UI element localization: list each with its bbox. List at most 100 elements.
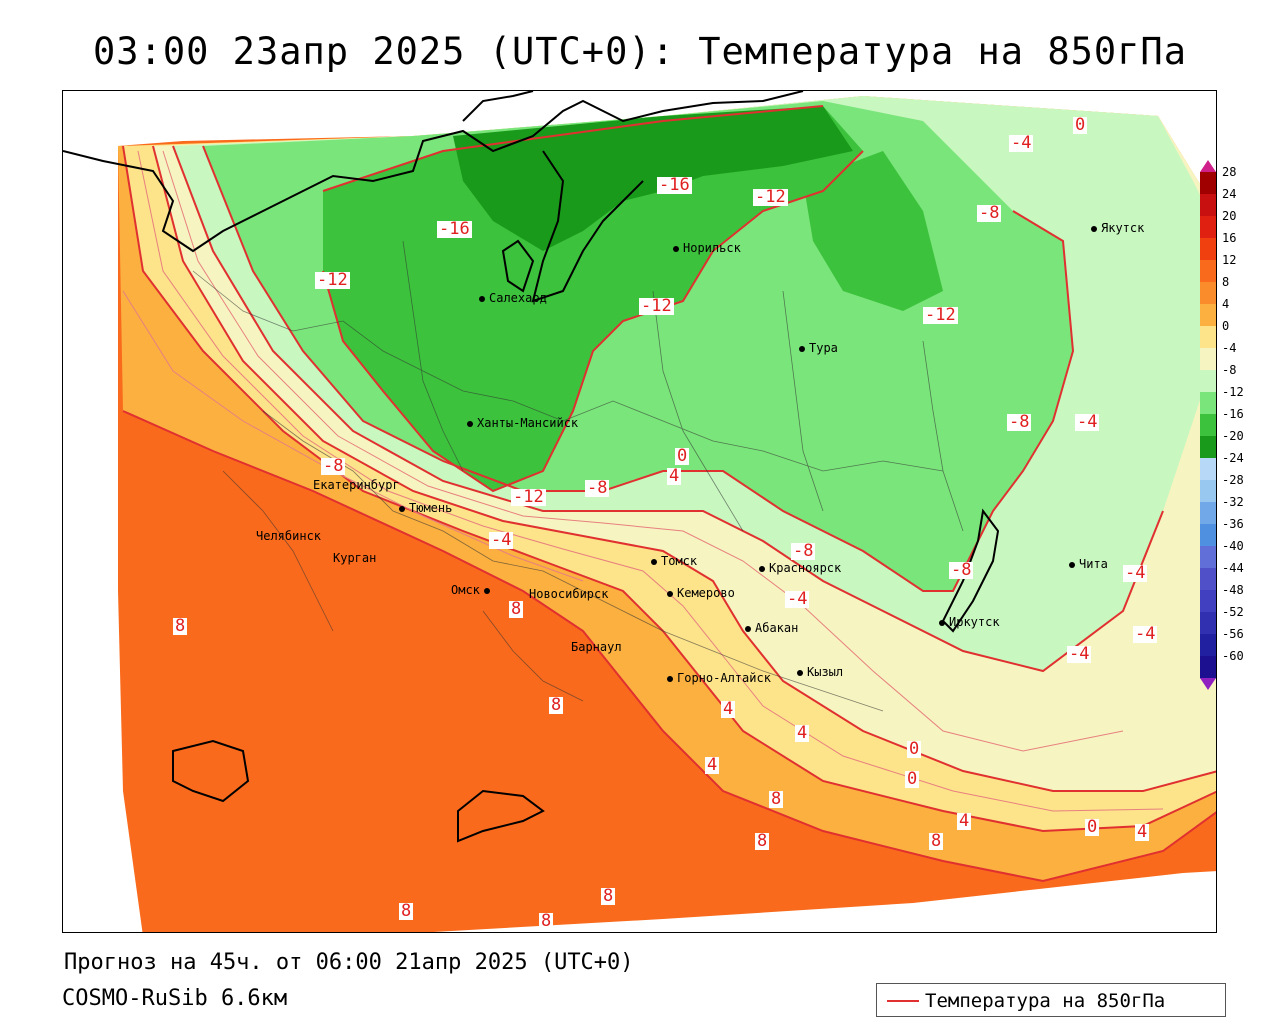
scale-swatch: [1200, 480, 1216, 503]
isoline-label: 4: [721, 699, 736, 719]
scale-swatch: [1200, 546, 1216, 569]
scale-swatch: [1200, 656, 1216, 679]
legend-line-swatch: [887, 1000, 919, 1002]
scale-swatch: [1200, 238, 1216, 261]
scale-tick-label: -44: [1222, 561, 1244, 575]
scale-tick-label: 12: [1222, 253, 1237, 267]
scale-swatch: [1200, 304, 1216, 327]
isoline-label: 4: [795, 723, 810, 743]
isoline-label: -8: [585, 478, 610, 498]
city-label: Якутск: [1091, 221, 1144, 235]
scale-tick-label: 24: [1222, 187, 1237, 201]
isoline-label: 8: [173, 616, 188, 636]
city-label: Тура: [799, 341, 838, 355]
scale-swatch: [1200, 634, 1216, 657]
cool-zone-m12: [323, 106, 863, 491]
isoline-label: -12: [511, 487, 546, 507]
isoline-label: -8: [321, 456, 346, 476]
isoline-label: 8: [929, 831, 944, 851]
isoline-label: -4: [1067, 644, 1092, 664]
scale-tick-label: -36: [1222, 517, 1244, 531]
coastline: [63, 91, 1000, 843]
city-label: Иркутск: [939, 615, 1000, 629]
isoline-label: 8: [769, 789, 784, 809]
scale-swatch: [1200, 392, 1216, 415]
isoline-label: -4: [1009, 133, 1034, 153]
isoline-label: -8: [977, 203, 1002, 223]
scale-tick-label: -8: [1222, 363, 1237, 377]
scale-swatch: [1200, 414, 1216, 437]
city-label: Горно-Алтайск: [667, 671, 771, 685]
scale-swatch: [1200, 524, 1216, 547]
isoline-label: -4: [1123, 563, 1148, 583]
scale-swatch: [1200, 216, 1216, 239]
isoline-label: 8: [549, 695, 564, 715]
scale-tick-label: 28: [1222, 165, 1237, 179]
city-label: Кемерово: [667, 586, 735, 600]
isolines: [122, 105, 1216, 883]
color-scale-bar: [1200, 160, 1216, 690]
scale-tick-label: -56: [1222, 627, 1244, 641]
scale-swatch: [1200, 370, 1216, 393]
scale-tick-label: 20: [1222, 209, 1237, 223]
scale-tick-label: 16: [1222, 231, 1237, 245]
city-label: Салехард: [479, 291, 547, 305]
scale-swatch: [1200, 590, 1216, 613]
scale-top-arrow: [1200, 160, 1216, 172]
scale-tick-label: -16: [1222, 407, 1244, 421]
scale-swatch: [1200, 282, 1216, 305]
scale-tick-label: -32: [1222, 495, 1244, 509]
city-label: Челябинск: [256, 529, 322, 543]
scale-swatch: [1200, 326, 1216, 349]
isoline-label: 0: [905, 769, 920, 789]
isoline-label: 4: [1135, 822, 1150, 842]
isoline-label: -8: [949, 560, 974, 580]
city-label: Чита: [1069, 557, 1108, 571]
city-label: Абакан: [745, 621, 798, 635]
city-label: Екатеринбург: [313, 478, 400, 492]
isoline-label: -16: [437, 219, 472, 239]
city-label: Красноярск: [759, 561, 841, 575]
isoline-label: 4: [705, 755, 720, 775]
city-label: Барнаул: [571, 640, 622, 654]
isoline-label: 8: [399, 901, 414, 921]
scale-tick-label: 4: [1222, 297, 1230, 311]
admin-borders: [192, 240, 964, 712]
scale-swatch: [1200, 348, 1216, 371]
city-label: Кызыл: [797, 665, 843, 679]
isoline-label: -16: [657, 175, 692, 195]
city-label: Норильск: [673, 241, 741, 255]
scale-tick-label: -60: [1222, 649, 1244, 663]
map-panel: Норильск Якутск Салехард Тура Ханты-Манс…: [62, 90, 1217, 933]
isoline-label: -4: [785, 589, 810, 609]
city-label: Новосибирск: [529, 587, 609, 601]
scale-tick-label: -4: [1222, 341, 1237, 355]
scale-swatch: [1200, 260, 1216, 283]
isoline-label: -4: [489, 530, 514, 550]
isoline-label: 4: [667, 466, 682, 486]
scale-tick-label: -52: [1222, 605, 1244, 619]
isoline-label: -8: [1007, 412, 1032, 432]
isoline-label: 0: [1073, 115, 1088, 135]
isoline-label: -8: [791, 541, 816, 561]
scale-swatch: [1200, 172, 1216, 195]
scale-swatch: [1200, 194, 1216, 217]
isoline-label: -12: [753, 187, 788, 207]
isoline-label: 8: [539, 911, 554, 931]
scale-tick-label: -12: [1222, 385, 1244, 399]
scale-tick-label: -20: [1222, 429, 1244, 443]
city-label: Ханты-Мансийск: [467, 416, 578, 430]
city-label: Тюмень: [399, 501, 452, 515]
city-label: Омск: [451, 583, 494, 597]
scale-swatch: [1200, 568, 1216, 591]
isoline-label: 0: [675, 446, 690, 466]
city-label: Томск: [651, 554, 697, 568]
isoline-label: -12: [639, 296, 674, 316]
scale-tick-label: -40: [1222, 539, 1244, 553]
cool-zone-m12-east: [803, 151, 943, 311]
isoline-label: 8: [755, 831, 770, 851]
scale-tick-label: -24: [1222, 451, 1244, 465]
isoline-label: 0: [1085, 817, 1100, 837]
forecast-info: Прогноз на 45ч. от 06:00 21апр 2025 (UTC…: [64, 950, 634, 975]
cool-zone-m16: [453, 106, 853, 251]
